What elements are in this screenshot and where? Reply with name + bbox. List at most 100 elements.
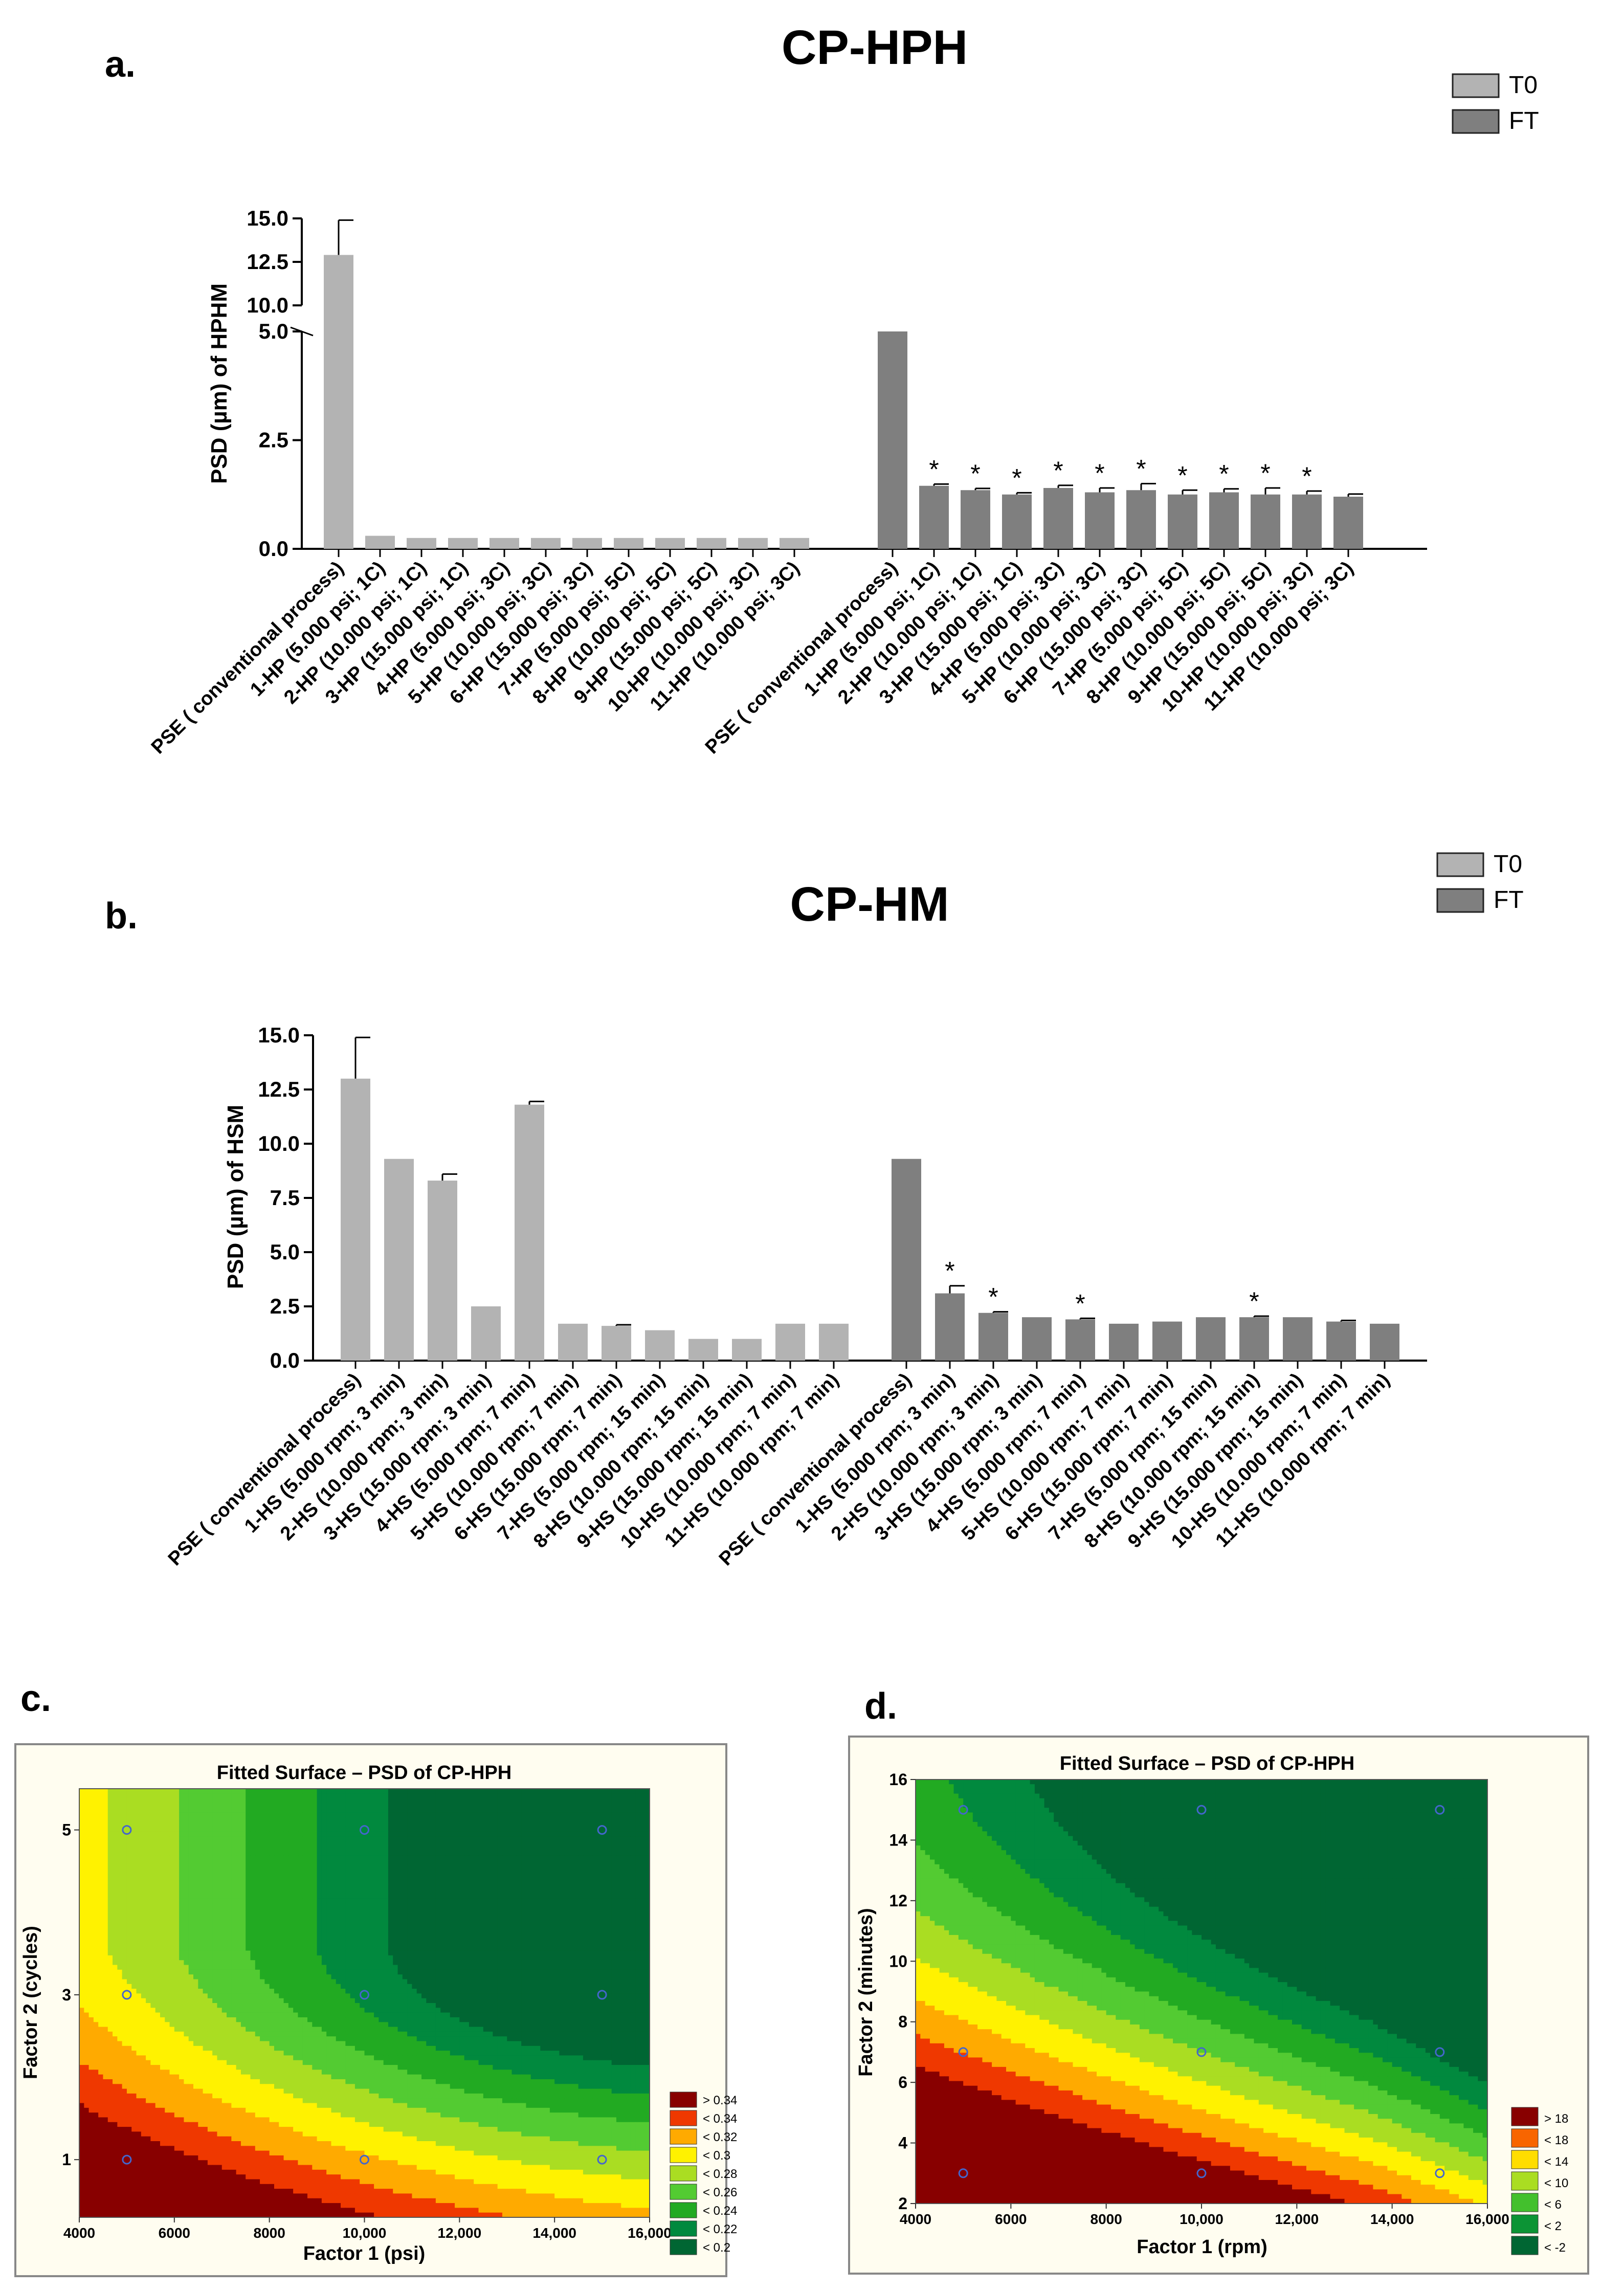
contour-cell [126, 1898, 132, 1904]
contour-cell [549, 1955, 555, 1961]
contour-cell [160, 1936, 165, 1942]
contour-cell [302, 1822, 308, 1828]
contour-cell [483, 1922, 488, 1927]
contour-cell [246, 1808, 251, 1813]
contour-cell [488, 1874, 493, 1880]
contour-cell [440, 1946, 446, 1951]
contour-cell [597, 1965, 603, 1970]
contour-cell [630, 1822, 636, 1828]
contour-cell [397, 1798, 403, 1804]
contour-cell [321, 1841, 327, 1847]
contour-cell [293, 1950, 299, 1956]
contour-cell [497, 1874, 503, 1880]
contour-cell [388, 1941, 393, 1946]
contour-cell [155, 1874, 161, 1880]
contour-cell [569, 1845, 574, 1851]
contour-cell [483, 1936, 488, 1942]
contour-cell [374, 1793, 379, 1799]
contour-cell [483, 1841, 488, 1847]
contour-cell [236, 1841, 241, 1847]
contour-cell [569, 1851, 574, 1856]
contour-cell [246, 1789, 251, 1794]
contour-cell [169, 1874, 175, 1880]
contour-cell [416, 1907, 422, 1913]
contour-cell [193, 1789, 198, 1794]
contour-cell [279, 1950, 284, 1956]
contour-cell [507, 1789, 513, 1794]
contour-cell [450, 1903, 455, 1908]
contour-cell [350, 1803, 355, 1808]
contour-cell [150, 1974, 156, 1980]
contour-cell [549, 1793, 555, 1799]
contour-cell [626, 1936, 631, 1942]
contour-cell [221, 1922, 227, 1927]
contour-cell [146, 1974, 151, 1980]
contour-cell [626, 1946, 631, 1951]
contour-cell [469, 1936, 474, 1942]
contour-cell [307, 1855, 313, 1861]
contour-cell [564, 1893, 569, 1899]
contour-cell [93, 1903, 99, 1908]
contour-cell [507, 1817, 513, 1822]
contour-cell [155, 1888, 161, 1894]
contour-cell [407, 1827, 413, 1832]
contour-cell [393, 1950, 398, 1956]
contour-cell [611, 1907, 617, 1913]
contour-cell [559, 1855, 565, 1861]
contour-cell [188, 1808, 194, 1813]
contour-cell [98, 1931, 104, 1937]
contour-cell [435, 1931, 441, 1937]
contour-cell [288, 1851, 294, 1856]
contour-cell [179, 1955, 185, 1961]
contour-cell [165, 1836, 170, 1842]
contour-cell [212, 1860, 218, 1865]
contour-cell [416, 1817, 422, 1822]
contour-cell [345, 1827, 351, 1832]
contour-cell [160, 1845, 165, 1851]
contour-cell [212, 1884, 218, 1889]
contour-cell [317, 1907, 322, 1913]
contour-cell [203, 1936, 208, 1942]
contour-cell [388, 1864, 393, 1870]
contour-cell [511, 1884, 517, 1889]
contour-cell [516, 1936, 522, 1942]
contour-cell [564, 1864, 569, 1870]
contour-cell [402, 1841, 408, 1847]
contour-cell [350, 1789, 355, 1794]
contour-cell [79, 1960, 84, 1966]
contour-cell [293, 1879, 299, 1884]
contour-cell [255, 1927, 260, 1932]
contour-cell [626, 1822, 631, 1828]
contour-cell [469, 1893, 474, 1899]
contour-cell [260, 1903, 265, 1908]
contour-cell [288, 1831, 294, 1837]
contour-cell [165, 1907, 170, 1913]
contour-cell [246, 1870, 251, 1875]
contour-cell [554, 1960, 560, 1966]
contour-cell [107, 1917, 113, 1923]
contour-cell [474, 1874, 479, 1880]
contour-cell [407, 1903, 413, 1908]
contour-cell [493, 1922, 498, 1927]
contour-cell [312, 1836, 318, 1842]
contour-cell [445, 1874, 451, 1880]
contour-cell [483, 1789, 488, 1794]
contour-cell [611, 1851, 617, 1856]
contour-cell [407, 1793, 413, 1799]
contour-cell [421, 1798, 427, 1804]
y-tick-label: 0.0 [259, 537, 288, 561]
contour-cell [240, 1879, 246, 1884]
contour-cell [155, 1960, 161, 1966]
contour-cell [231, 1845, 237, 1851]
contour-cell [502, 1841, 507, 1847]
contour-cell [507, 1946, 513, 1951]
contour-cell [150, 1903, 156, 1908]
contour-cell [431, 1812, 436, 1818]
contour-cell [554, 1931, 560, 1937]
contour-cell [203, 1955, 208, 1961]
contour-cell [255, 1827, 260, 1832]
contour-cell [312, 1884, 318, 1889]
contour-cell [545, 1936, 550, 1942]
contour-cell [393, 1808, 398, 1813]
contour-cell [379, 1898, 384, 1904]
